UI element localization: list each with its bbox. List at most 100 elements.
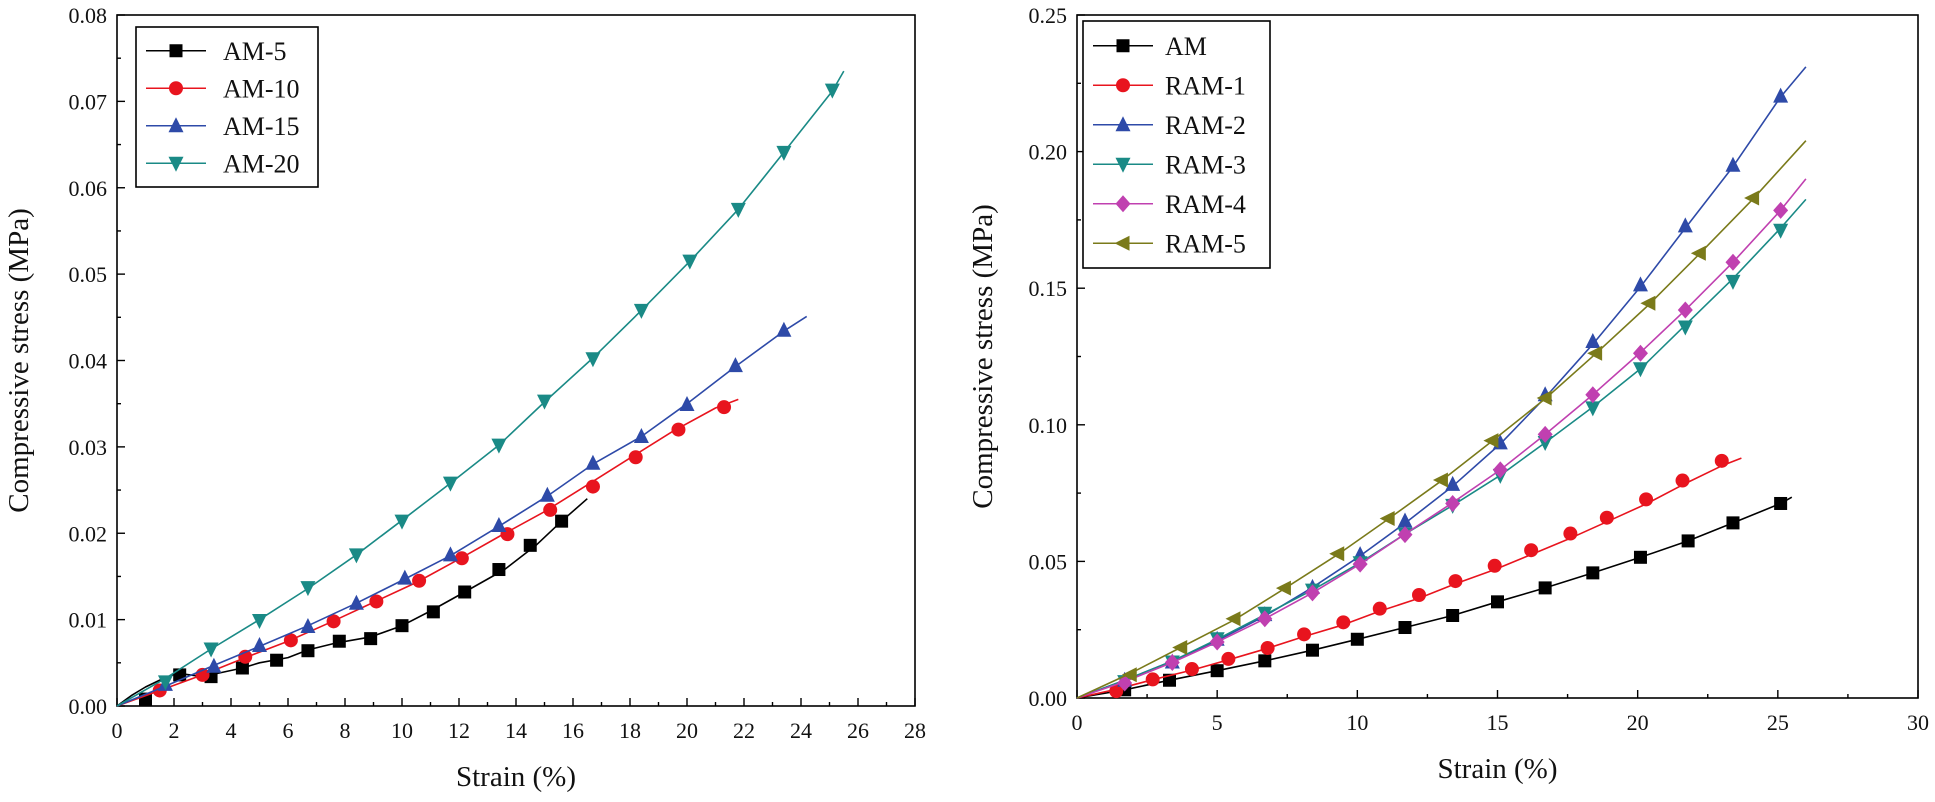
chart1-ytick-label: 0.08 <box>69 3 108 28</box>
chart2-data-point <box>1681 534 1695 548</box>
chart1-legend-label: AM-5 <box>223 37 287 66</box>
chart2-data-point <box>1632 276 1648 292</box>
chart2-data-point <box>1585 386 1601 404</box>
chart2-data-point <box>1336 615 1351 630</box>
chart2-data-point <box>1446 608 1460 622</box>
chart2-data-point <box>1536 390 1552 406</box>
chart1-data-point <box>364 632 378 646</box>
chart2-data-point <box>1563 526 1578 541</box>
chart2-xtick-label: 10 <box>1346 710 1368 735</box>
chart1-xtick-label: 28 <box>904 718 926 743</box>
chart1-data-point <box>717 400 732 415</box>
chart1-data-point <box>491 516 507 532</box>
chart2-data-point <box>1587 345 1603 361</box>
chart2-legend-marker <box>1116 78 1130 93</box>
chart2-data-point <box>1352 555 1368 573</box>
chart2-series-line <box>1076 198 1807 699</box>
chart2-xtick-label: 15 <box>1487 710 1509 735</box>
chart2-data-point <box>1585 332 1601 348</box>
chart2-data-point <box>1632 362 1648 378</box>
chart1-data-point <box>206 657 222 673</box>
chart2-legend-label: AM <box>1165 32 1207 61</box>
chart1-data-point <box>523 538 537 552</box>
chart1-legend-label: AM-10 <box>223 74 300 103</box>
chart1-y-axis-title: Compressive stress (MPa) <box>3 208 35 512</box>
chart2-data-point <box>1445 475 1461 491</box>
chart2-data-point <box>1297 627 1312 642</box>
chart2-ytick-label: 0.10 <box>1029 413 1068 438</box>
chart2-ytick-label: 0.15 <box>1029 276 1068 301</box>
chart1-data-point <box>491 438 507 454</box>
chart1-data-point <box>300 581 316 597</box>
chart2-data-point <box>1397 512 1413 528</box>
chart2-data-point <box>1632 344 1648 362</box>
chart2-data-point <box>1117 674 1133 692</box>
chart2-data-point <box>1491 595 1504 609</box>
chart1-data-point <box>442 476 458 492</box>
chart2-ytick-label: 0.20 <box>1029 140 1068 165</box>
chart1-data-point <box>679 396 695 412</box>
chart1-x-axis-title: Strain (%) <box>456 761 576 793</box>
chart1-xtick-label: 20 <box>676 718 698 743</box>
chart2-legend-marker <box>1115 157 1131 173</box>
chart2-data-point <box>1209 633 1225 651</box>
chart1-data-point <box>283 633 298 648</box>
chart2-data-point <box>1329 546 1345 562</box>
chart1-series-line <box>116 498 588 707</box>
chart2-xtick-label: 5 <box>1212 710 1223 735</box>
chart2-data-point <box>1304 584 1320 602</box>
chart1-xtick-label: 26 <box>847 718 869 743</box>
chart1-series-line <box>116 398 739 707</box>
chart1-xtick-label: 0 <box>112 718 123 743</box>
chart1-data-point <box>633 428 649 444</box>
chart1-legend-label: AM-15 <box>223 112 300 141</box>
chart1-data-point <box>824 83 840 99</box>
chart2-data-point <box>1774 496 1788 510</box>
chart1-ytick-label: 0.02 <box>69 521 108 546</box>
chart2-x-axis-title: Strain (%) <box>1438 753 1558 785</box>
chart2-data-point <box>1412 588 1427 603</box>
chart2-data-point <box>1145 672 1160 687</box>
chart1-xtick-label: 24 <box>790 718 812 743</box>
chart1-legend-marker <box>169 44 183 58</box>
chart1-data-point <box>157 675 173 691</box>
chart1-data-point <box>682 254 698 270</box>
chart2-data-point <box>1445 494 1461 512</box>
chart2-legend-marker <box>1116 39 1130 53</box>
chart2-data-point <box>1448 574 1463 589</box>
chart1-ytick-label: 0.05 <box>69 262 108 287</box>
chart2-data-point <box>1225 611 1241 627</box>
chart2: 0 5 10 15 20 25 30 0.00 0.05 0.10 0.15 0.20 0.25 Stra… <box>967 3 1929 785</box>
chart1-data-point <box>252 613 267 629</box>
chart1-data-point <box>394 514 410 530</box>
chart2-y-axis-title: Compressive stress (MPa) <box>967 204 999 508</box>
chart1-data-point <box>397 569 413 585</box>
chart2-data-point <box>1487 558 1502 573</box>
chart2-data-point <box>1773 223 1789 239</box>
chart2-data-point <box>1221 651 1236 666</box>
chart2-data-point <box>1538 581 1552 595</box>
chart1-data-point <box>458 585 472 599</box>
chart1-data-point <box>633 303 649 319</box>
chart2-data-point <box>1725 253 1741 271</box>
chart2-xtick-label: 25 <box>1767 710 1789 735</box>
chart2-data-point <box>1305 643 1319 657</box>
chart2-data-point <box>1372 601 1387 616</box>
chart2-data-point <box>1586 566 1600 580</box>
chart2-legend-label: RAM-5 <box>1165 229 1246 258</box>
chart2-legend-label: RAM-3 <box>1165 150 1246 179</box>
chart2-data-point <box>1677 301 1693 319</box>
chart2-data-point <box>1172 639 1188 655</box>
chart1-data-point <box>492 563 506 577</box>
chart2-ytick-label: 0.05 <box>1029 549 1068 574</box>
chart1-series-am-5 <box>116 498 588 707</box>
chart2-legend-label: RAM-2 <box>1165 111 1246 140</box>
chart2-legend-label: RAM-4 <box>1165 190 1246 219</box>
chart1-data-point <box>332 634 346 648</box>
chart1-data-point <box>395 619 409 633</box>
chart1-data-point <box>727 357 743 373</box>
chart2-data-point <box>1379 511 1395 527</box>
chart2-data-point <box>1210 664 1224 678</box>
